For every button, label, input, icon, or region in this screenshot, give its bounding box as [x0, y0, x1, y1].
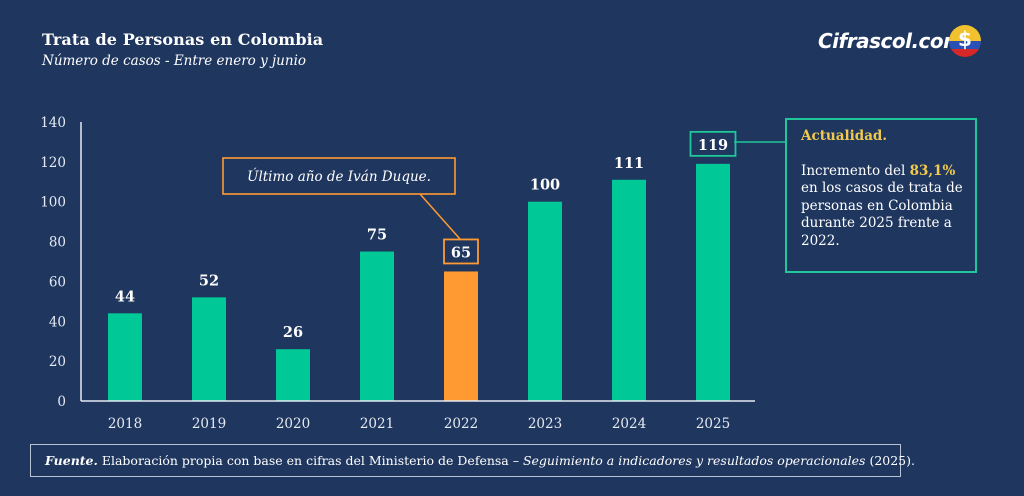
data-label-2020: 26: [283, 324, 303, 341]
x-tick-label: 2021: [360, 416, 394, 432]
y-tick-label: 40: [49, 314, 66, 330]
data-label-box-2022: [443, 238, 479, 265]
data-label-2019: 52: [199, 272, 219, 289]
source-text: Elaboración propia con base en cifras de…: [97, 453, 523, 468]
data-labels: 44 52 26 75 65 100 111 119: [115, 130, 737, 341]
duque-callout-box: [222, 157, 456, 195]
bar-2020: [276, 349, 310, 401]
chart-subtitle: Número de casos - Entre enero y junio: [42, 53, 307, 69]
x-tick-label: 2018: [108, 416, 142, 432]
data-label-2022: 65: [451, 244, 471, 261]
y-tick-label: 120: [40, 155, 66, 171]
bar-2021: [360, 251, 394, 401]
colombia-flag-coin-icon: $: [949, 25, 981, 57]
y-tick-label: 0: [57, 394, 66, 410]
x-tick-label: 2019: [192, 416, 226, 432]
x-tick-label: 2024: [612, 416, 646, 432]
y-tick-label: 100: [40, 195, 66, 211]
data-label-2025: 119: [698, 137, 728, 154]
x-tick-label: 2020: [276, 416, 310, 432]
bar-2024: [612, 179, 646, 401]
source-title: Seguimiento a indicadores y resultados o…: [522, 453, 866, 468]
data-label-box-2025: [689, 130, 737, 157]
duque-callout-connector: [419, 193, 461, 240]
bars: [108, 163, 730, 401]
data-label-2023: 100: [530, 177, 560, 194]
x-tick-label: 2022: [444, 416, 478, 432]
data-label-2018: 44: [115, 288, 135, 305]
y-tick-label: 80: [49, 235, 66, 251]
y-tick-label: 20: [49, 354, 66, 370]
duque-callout-text: Último año de Iván Duque.: [247, 168, 431, 185]
source-label: Fuente.: [45, 453, 98, 468]
y-axis: 0 20 40 60 80 100 120 140: [40, 115, 66, 410]
bar-2022: [444, 271, 478, 401]
note-text-after: en los casos de trata de personas en Col…: [801, 180, 963, 249]
y-tick-label: 60: [49, 274, 66, 290]
bar-2025: [696, 163, 730, 401]
bar-2018: [108, 313, 142, 401]
actualidad-note: Actualidad. Incremento del 83,1% en los …: [785, 118, 977, 273]
bar-2019: [192, 297, 226, 401]
chart-title: Trata de Personas en Colombia: [42, 30, 324, 49]
dollar-icon: $: [958, 27, 972, 51]
y-tick-label: 140: [40, 115, 66, 131]
data-label-2024: 111: [614, 155, 644, 172]
x-tick-label: 2023: [528, 416, 562, 432]
note-text-before: Incremento del: [801, 162, 910, 179]
x-tick-label: 2025: [696, 416, 730, 432]
source-year: (2025).: [865, 453, 915, 468]
source-note: Fuente. Elaboración propia con base en c…: [30, 444, 915, 477]
note-highlight-percent: 83,1%: [909, 162, 956, 179]
brand-logo-text: Cifrascol.com: [818, 29, 964, 53]
data-label-2021: 75: [367, 227, 387, 244]
note-heading: Actualidad.: [801, 128, 888, 144]
x-axis-ticks: 2018 2019 2020 2021 2022 2023 2024 2025: [108, 416, 730, 432]
bar-2023: [528, 201, 562, 401]
